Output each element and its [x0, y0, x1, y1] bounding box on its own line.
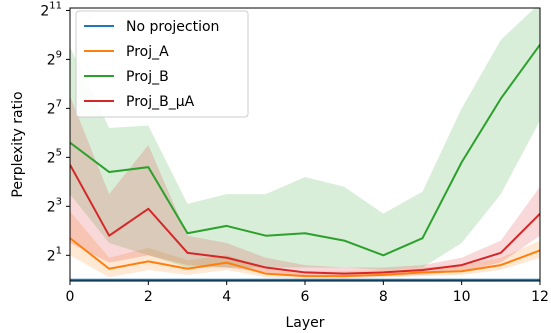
y-tick-label: 25	[47, 147, 62, 166]
x-axis-ticks: 0 2 4 6 8 10 12	[66, 281, 549, 305]
x-tick-label: 12	[531, 289, 549, 305]
line-series-3	[70, 164, 540, 275]
series-lines	[70, 44, 540, 281]
y-tick-label: 29	[47, 49, 62, 68]
x-tick-label: 2	[144, 289, 153, 305]
x-tick-label: 0	[66, 289, 75, 305]
line-series-1	[70, 237, 540, 278]
x-tick-label: 6	[301, 289, 310, 305]
x-tick-label: 10	[453, 289, 471, 305]
y-tick-label: 21	[47, 245, 62, 264]
legend-label: Proj_B_μA	[126, 94, 195, 110]
x-tick-label: 8	[379, 289, 388, 305]
y-tick-label: 23	[47, 196, 62, 215]
confidence-bands	[70, 8, 540, 279]
band-series-3	[70, 96, 540, 278]
x-tick-label: 4	[222, 289, 231, 305]
line-series-2	[70, 44, 540, 257]
x-axis-label: Layer	[285, 315, 324, 331]
legend-label: No projection	[126, 19, 219, 35]
band-series-2	[70, 8, 540, 270]
y-tick-label: 27	[47, 98, 62, 117]
band-series-1	[70, 211, 540, 279]
legend: No projection Proj_A Proj_B Proj_B_μA	[75, 10, 249, 118]
y-axis-label: Perplexity ratio	[10, 91, 26, 197]
legend-label: Proj_A	[126, 44, 169, 60]
legend-label: Proj_B	[126, 69, 169, 85]
y-axis-ticks: 21 23 25 27 29 211	[40, 0, 70, 264]
legend-box	[75, 10, 249, 118]
y-tick-label: 211	[40, 0, 62, 19]
